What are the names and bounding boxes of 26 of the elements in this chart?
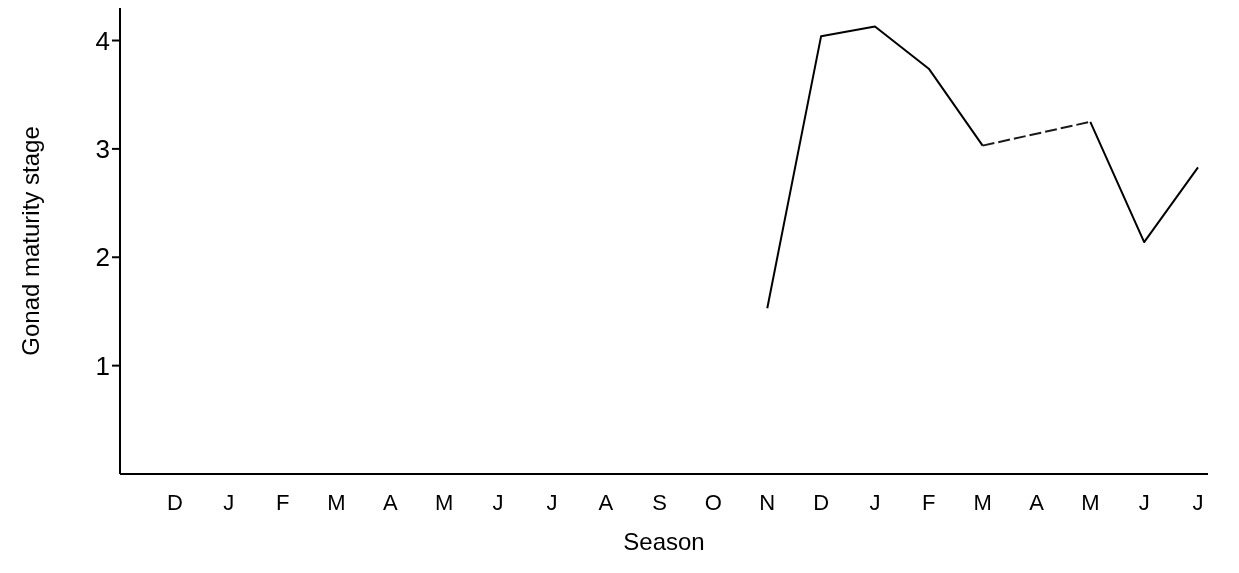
x-tick-label: M bbox=[327, 489, 346, 515]
x-tick-label: A bbox=[383, 489, 399, 515]
x-axis-title: Season bbox=[623, 528, 705, 555]
x-tick-label: M bbox=[435, 489, 454, 515]
x-tick-label: J bbox=[1192, 489, 1204, 515]
x-tick-label: F bbox=[275, 489, 290, 515]
x-tick-label: M bbox=[973, 489, 992, 515]
x-tick-label: J bbox=[869, 489, 881, 515]
x-tick-label: N bbox=[759, 489, 776, 515]
y-tick-label: 4 bbox=[95, 25, 110, 56]
x-tick-label: F bbox=[922, 489, 936, 515]
x-tick-label: A bbox=[1029, 489, 1045, 515]
x-tick-label: J bbox=[1138, 489, 1150, 515]
x-tick-label: S bbox=[652, 489, 667, 515]
y-tick-label: 2 bbox=[95, 242, 110, 273]
x-tick-label: O bbox=[704, 489, 722, 515]
x-tick-label: A bbox=[598, 489, 614, 515]
y-axis-title: Gonad maturity stage bbox=[16, 126, 44, 356]
x-tick-label: J bbox=[492, 489, 504, 515]
x-tick-label: M bbox=[1081, 489, 1100, 515]
x-tick-label: D bbox=[813, 489, 830, 515]
y-tick-label: 3 bbox=[95, 134, 110, 165]
y-tick-label: 1 bbox=[95, 350, 110, 381]
x-tick-label: J bbox=[223, 489, 235, 515]
x-tick-label: D bbox=[167, 489, 183, 515]
x-tick-label: J bbox=[546, 489, 558, 515]
